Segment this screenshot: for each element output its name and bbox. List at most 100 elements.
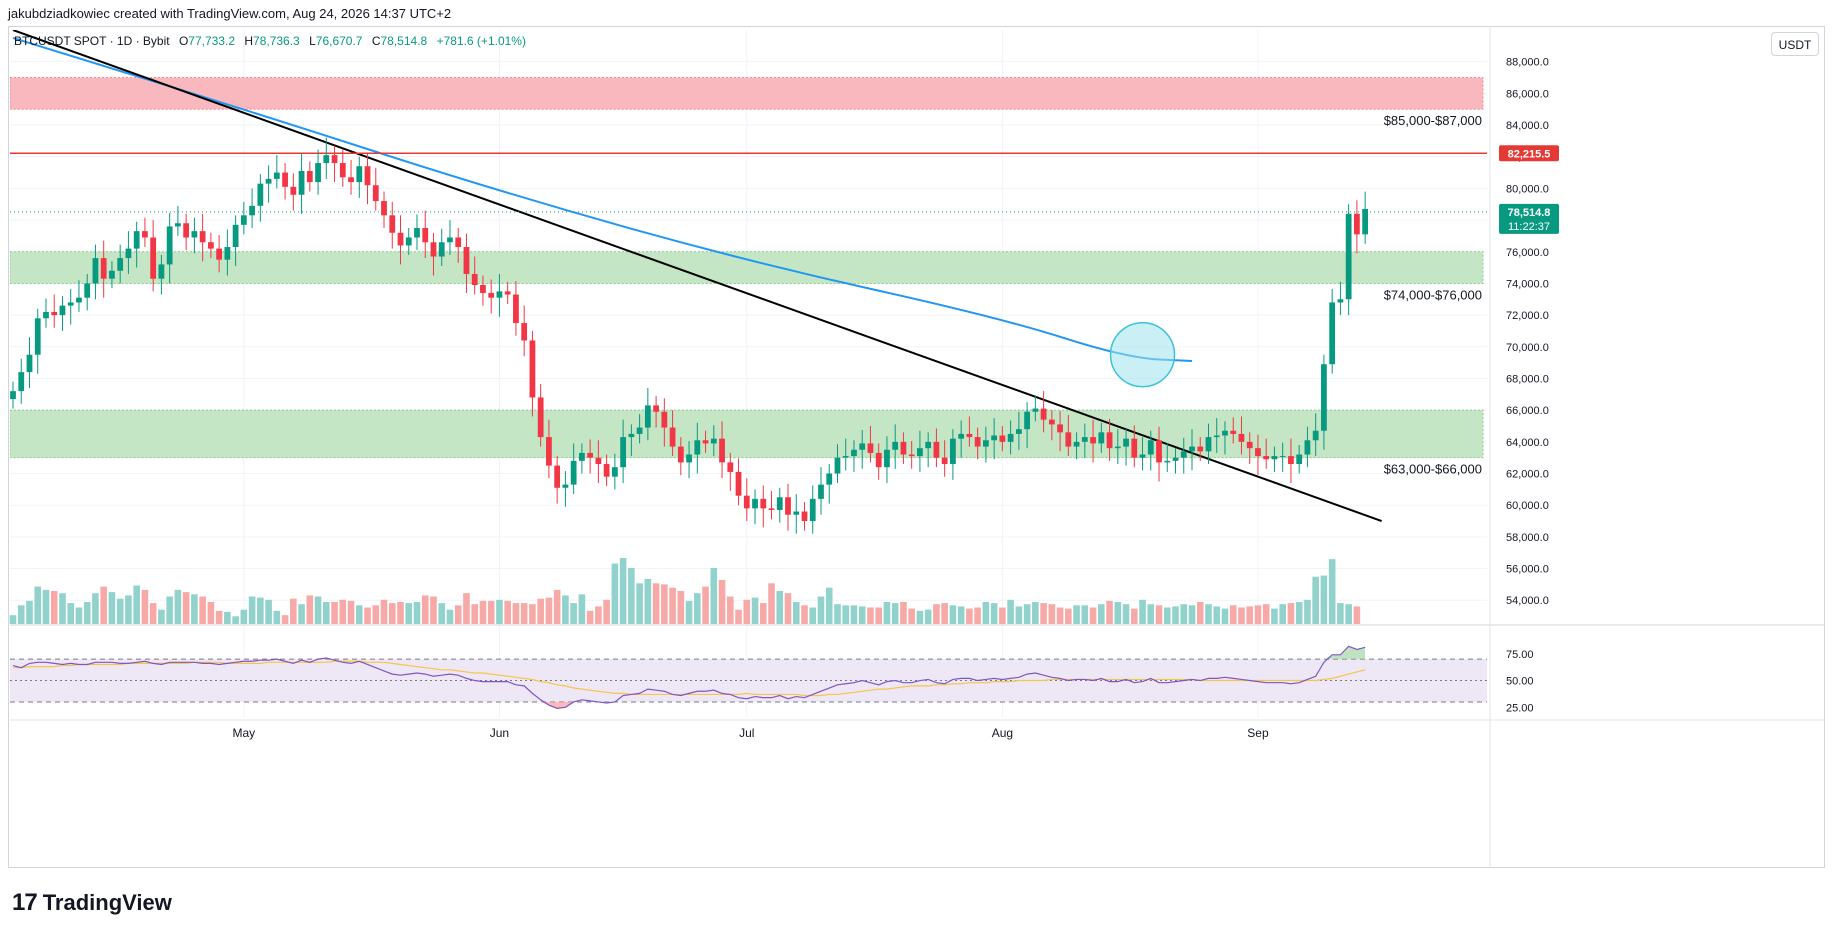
candle-body — [199, 231, 206, 243]
high-key: H — [244, 34, 254, 48]
candle-body — [34, 318, 41, 355]
candle-body — [1312, 430, 1319, 441]
volume-bar — [1023, 604, 1031, 624]
rsi-ma-line — [13, 660, 1366, 697]
volume-bar — [298, 604, 305, 624]
candle-body — [224, 247, 231, 260]
candle-body — [455, 237, 462, 248]
rsi-overbought-fill — [1332, 654, 1341, 660]
volume-bar — [59, 593, 66, 624]
zone-box-1 — [10, 251, 1484, 284]
volume-bar — [125, 595, 132, 624]
open-key: O — [178, 34, 189, 48]
volume-bar — [1337, 603, 1344, 624]
candle-body — [1081, 437, 1088, 442]
highlight-circle — [1109, 321, 1176, 388]
candle-body — [760, 498, 767, 509]
volume-bar — [1040, 603, 1047, 624]
volume-bar — [933, 604, 940, 624]
volume-bar — [891, 603, 899, 624]
candle-body — [76, 297, 82, 303]
candle-body — [554, 465, 561, 488]
volume-bar — [603, 599, 610, 624]
volume-bar — [1262, 604, 1270, 624]
rsi-tick-label: 25.00 — [1506, 702, 1534, 714]
volume-bar — [1287, 603, 1295, 624]
volume-bar — [479, 600, 487, 624]
candle-body — [966, 433, 973, 438]
candle-body — [1057, 424, 1063, 433]
resistance-tag-label: 82,215.5 — [1508, 148, 1551, 160]
volume-bar — [974, 607, 981, 624]
volume-bar — [75, 607, 83, 624]
volume-bar — [1205, 604, 1212, 624]
candle-body — [785, 497, 791, 515]
volume-bar — [537, 598, 544, 624]
volume-bar — [751, 597, 759, 624]
rsi-pane: 75.00 50.00 25.00 — [10, 624, 1825, 714]
volume-bar — [405, 603, 413, 624]
candle-body — [1106, 432, 1113, 449]
volume-bar — [1304, 599, 1311, 624]
volume-bar — [1271, 608, 1278, 624]
volume-bar — [619, 558, 627, 624]
price-tick-label: 88,000.0 — [1506, 57, 1549, 69]
symbol-label[interactable]: BTCUSDT SPOT · 1D · Bybit — [14, 34, 170, 48]
volume-bar — [982, 602, 990, 624]
rsi-tick-label: 50.00 — [1506, 676, 1534, 688]
rsi-overbought-fill — [1356, 647, 1366, 660]
candle-body — [51, 311, 58, 316]
candle-body — [809, 498, 816, 522]
volume-bar — [817, 596, 825, 624]
volume-bar — [67, 603, 75, 624]
candle-body — [84, 283, 91, 298]
candle-body — [1337, 299, 1344, 303]
volume-bar — [553, 589, 561, 624]
candle-body — [257, 183, 264, 206]
volume-bar — [1229, 605, 1237, 624]
volume-bar — [578, 594, 586, 624]
volume-bar — [1147, 604, 1155, 624]
candle-body — [513, 294, 519, 324]
candle-body — [991, 435, 998, 441]
currency-unit-button[interactable]: USDT — [1771, 32, 1819, 56]
volume-bar — [471, 604, 479, 624]
candle-body — [488, 292, 495, 298]
volume-bar — [1172, 606, 1179, 624]
candle-body — [133, 231, 140, 249]
volume-bar — [512, 603, 520, 624]
volume-bar — [1114, 602, 1122, 624]
candle-body — [1222, 430, 1228, 436]
price-axis: 54,000.0 56,000.0 58,000.0 60,000.0 62,000.0… — [1506, 57, 1549, 608]
candle-body — [356, 166, 363, 183]
tradingview-brand[interactable]: 17 TradingView — [12, 889, 172, 917]
volume-bar — [661, 584, 668, 624]
candle-body — [595, 457, 602, 465]
candle-body — [142, 231, 148, 238]
candle-body — [150, 237, 157, 279]
volume-bar — [1295, 602, 1303, 624]
volume-bar — [1238, 607, 1245, 624]
volume-bar — [463, 593, 470, 624]
volume-bar — [496, 599, 503, 624]
volume-bar — [883, 602, 891, 624]
candle-body — [933, 441, 940, 458]
candle-body — [982, 440, 989, 447]
volume-bar — [916, 610, 924, 624]
candle-body — [1279, 456, 1286, 458]
candle-body — [1015, 429, 1022, 434]
volume-bar — [834, 604, 841, 624]
candle-body — [504, 291, 511, 295]
candle-body — [306, 170, 313, 183]
volume-bar — [83, 602, 91, 624]
volume-bar — [694, 593, 701, 624]
volume-bar — [108, 592, 116, 624]
candle-body — [331, 155, 338, 164]
symbol-legend[interactable]: BTCUSDT SPOT · 1D · Bybit O77,733.2 H78,… — [14, 34, 526, 48]
candle-body — [842, 456, 849, 458]
candle-body — [438, 242, 445, 257]
price-tick-label: 56,000.0 — [1506, 564, 1549, 576]
resistance-tag-bg — [1499, 145, 1559, 162]
